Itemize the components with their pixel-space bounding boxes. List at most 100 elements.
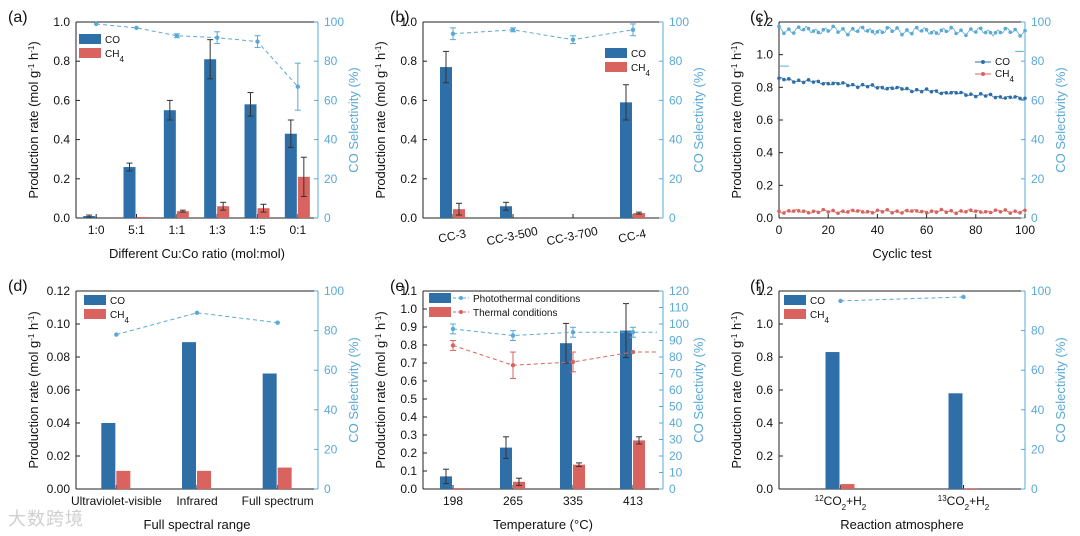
co-selectivity-point [841, 27, 845, 31]
x-tick-label: CC-3-700 [545, 224, 599, 249]
selectivity-line [452, 29, 634, 41]
co-series-point [890, 86, 894, 91]
y-tick-label: 0.00 [47, 482, 71, 496]
y2-tick-label: 100 [1031, 15, 1051, 29]
ch4-series-point [851, 208, 855, 213]
co-series-point [851, 82, 855, 87]
co-selectivity-point [855, 29, 860, 34]
co-series-point [787, 77, 791, 81]
bar-co [182, 342, 196, 489]
bar-ch4 [277, 467, 292, 489]
x-tick-label: Ultraviolet-visible [71, 494, 162, 508]
y2-tick-label: 0 [669, 482, 676, 496]
x-tick-label: 60 [920, 223, 934, 237]
co-series-point [846, 83, 850, 88]
y-tick-label: 0.12 [47, 284, 71, 298]
legend-label: CH4 [110, 310, 129, 325]
co-series-point [924, 87, 929, 91]
x-tick-label: Full spectrum [242, 494, 314, 508]
co-selectivity-point [880, 30, 885, 35]
ch4-series-point [983, 210, 988, 214]
x-tick-label: 0 [776, 223, 783, 237]
y-tick-label: 0.1 [400, 464, 417, 478]
y-tick-label: 1.0 [756, 48, 773, 62]
y2-tick-label: 0 [1031, 482, 1038, 496]
legend-swatch [605, 48, 627, 58]
co-selectivity-point [969, 27, 973, 31]
ch4-series-point [954, 211, 958, 216]
y2-tick-label: 0 [324, 482, 331, 496]
bar-ch4 [963, 488, 978, 489]
y2-axis-title: CO Selectivity (%) [691, 67, 706, 172]
ch4-series-point [993, 208, 998, 212]
co-series-point [811, 80, 816, 84]
y2-tick-label: 60 [324, 363, 338, 377]
y2-tick-label: 90 [669, 334, 683, 348]
x-tick-label: 1:5 [249, 223, 266, 237]
y2-tick-label: 20 [669, 449, 683, 463]
co-series-point [841, 81, 845, 85]
x-axis-title: Different Cu:Co ratio (mol:mol) [109, 246, 285, 261]
bar-ch4 [136, 217, 149, 218]
y2-tick-label: 100 [669, 15, 689, 29]
co-selectivity-point [865, 29, 870, 33]
co-selectivity-point [895, 26, 899, 30]
ch4-series-point [811, 209, 816, 214]
y-axis-title: Production rate (mol g-1 h-1) [373, 311, 388, 468]
co-selectivity-point [796, 25, 801, 30]
y2-tick-label: 110 [669, 301, 688, 315]
co-selectivity-point [836, 30, 840, 34]
y-tick-label: 0.0 [400, 482, 417, 496]
y-tick-label: 0.7 [400, 356, 417, 370]
ch4-series-point [939, 207, 944, 212]
y2-tick-label: 40 [324, 133, 338, 147]
x-tick-label: 413 [623, 494, 643, 508]
y2-tick-label: 60 [324, 93, 338, 107]
co-series-point [895, 85, 899, 90]
selectivity-thermal-point [630, 349, 636, 355]
co-selectivity-point [939, 28, 944, 33]
x-tick-label: 40 [871, 223, 885, 237]
watermark: 大数跨境 [8, 509, 84, 530]
x-axis-title: Temperature (°C) [493, 517, 593, 532]
x-tick-label: 100 [1015, 223, 1035, 237]
co-series-point [1023, 96, 1027, 101]
bar-ch4 [633, 213, 645, 218]
x-tick-label: Infrared [176, 494, 217, 508]
y-tick-label: 0.2 [400, 172, 417, 186]
y-tick-label: 0.4 [400, 133, 417, 147]
co-selectivity-point [949, 25, 953, 30]
y-tick-label: 1.1 [400, 284, 417, 298]
co-selectivity-point [929, 30, 934, 35]
bar-co [244, 104, 257, 218]
co-selectivity-point [826, 29, 830, 33]
y2-tick-label: 40 [1031, 403, 1045, 417]
co-series-point [910, 89, 914, 94]
ch4-series-point [969, 208, 973, 213]
panel-label: (a) [8, 9, 28, 26]
ch4-series-point [919, 209, 924, 214]
y-tick-label: 0.2 [53, 172, 70, 186]
bar-ch4 [176, 211, 189, 218]
co-series-point [880, 85, 885, 90]
co-selectivity-point [914, 25, 919, 30]
y-tick-label: 0.0 [400, 211, 417, 225]
ch4-series-point [934, 210, 939, 214]
selectivity-point [93, 21, 99, 27]
selectivity-point [114, 332, 119, 337]
bar-ch4 [257, 208, 270, 218]
ch4-series-point [841, 209, 845, 214]
legend-label: Photothermal conditions [473, 294, 580, 305]
co-series-point [782, 77, 786, 82]
y2-axis-title: CO Selectivity (%) [1053, 337, 1068, 442]
y-tick-label: 0.0 [53, 211, 70, 225]
y-tick-label: 0.9 [400, 320, 417, 334]
legend-label: CH4 [810, 310, 829, 325]
panel-label: (f) [750, 278, 765, 295]
ch4-series-point [910, 209, 914, 213]
legend-swatch [429, 307, 451, 317]
bar-co [825, 352, 840, 489]
ch4-series-point [1018, 210, 1022, 215]
co-selectivity-point [860, 25, 865, 30]
bar-co [101, 423, 116, 489]
